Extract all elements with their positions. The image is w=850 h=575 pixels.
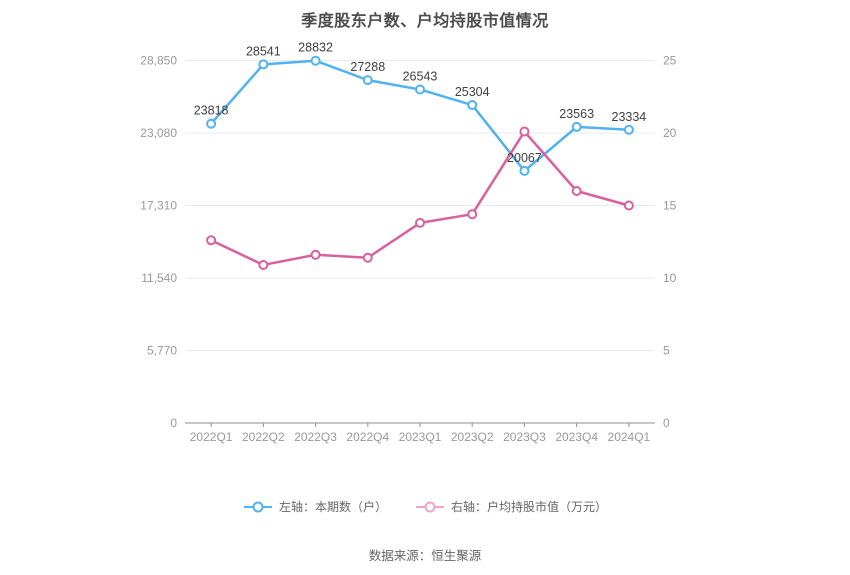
data-label: 23563 [559, 107, 594, 121]
chart-title: 季度股东户数、户均持股市值情况 [301, 13, 549, 30]
pink-line-marker-icon [416, 501, 444, 512]
legend-item-market-value[interactable]: 右轴：户均持股市值（万元） [415, 498, 607, 515]
data-point[interactable] [362, 252, 373, 263]
data-label: 28832 [298, 41, 333, 55]
data-point[interactable] [258, 259, 269, 270]
data-point[interactable] [519, 126, 530, 137]
data-label: 28541 [246, 44, 281, 58]
data-point[interactable] [206, 235, 217, 246]
data-point[interactable] [519, 165, 530, 176]
y-axis-label-right: 25 [663, 54, 677, 68]
data-source: 数据来源：恒生聚源 [368, 549, 482, 563]
blue-line-marker-icon [243, 501, 272, 512]
data-point[interactable] [415, 84, 425, 95]
x-axis-label: 2022Q1 [190, 430, 233, 444]
legend-item-shareholder-count[interactable]: 左轴：本期数（户） [243, 498, 387, 515]
series-line-1 [209, 130, 631, 267]
x-axis-label: 2023Q4 [555, 430, 598, 444]
y-axis-label-right: 10 [663, 271, 677, 285]
y-axis-label-right: 15 [663, 199, 677, 213]
y-axis-label-left: 11,540 [141, 271, 177, 285]
data-point[interactable] [571, 121, 582, 132]
y-axis-label-left: 17,310 [140, 199, 177, 213]
x-axis-label: 2023Q2 [451, 430, 494, 444]
y-axis-label-left: 23,080 [140, 126, 177, 140]
x-axis-label: 2022Q4 [346, 430, 389, 444]
data-point[interactable] [258, 59, 269, 70]
x-axis-label: 2022Q3 [294, 430, 337, 444]
y-axis-label-left: 28,850 [140, 54, 177, 68]
y-axis-label-right: 0 [663, 416, 670, 430]
plot-area: 0 0 5,770 5 11,540 10 17,310 15 23,080 20 28,850 25… [140, 41, 677, 444]
legend: 左轴：本期数（户） 右轴：户均持股市值（万元） [0, 498, 850, 515]
x-axis-label: 2023Q3 [503, 430, 546, 444]
data-label: 23818 [194, 104, 229, 118]
data-point[interactable] [623, 124, 634, 135]
data-label: 20067 [507, 151, 542, 165]
y-axis-label-right: 5 [663, 344, 670, 358]
data-point[interactable] [623, 200, 634, 211]
data-point[interactable] [310, 55, 321, 66]
data-label: 27288 [350, 60, 385, 74]
x-axis-label: 2024Q1 [608, 430, 651, 444]
data-label: 26543 [403, 69, 438, 83]
y-axis-label-left: 0 [170, 416, 177, 430]
y-axis-label-right: 20 [663, 126, 677, 140]
data-point[interactable] [467, 209, 478, 220]
data-label: 23334 [612, 110, 647, 124]
data-point[interactable] [571, 186, 582, 196]
x-axis-label: 2023Q1 [399, 430, 442, 444]
data-point[interactable] [415, 217, 425, 228]
data-point[interactable] [362, 75, 373, 86]
y-axis-label-left: 5,770 [147, 344, 177, 358]
data-point[interactable] [310, 249, 321, 260]
legend-label-shareholder-count: 左轴：本期数（户） [278, 500, 387, 514]
data-point[interactable] [467, 100, 478, 111]
data-label: 25304 [455, 85, 490, 99]
x-axis-label: 2022Q2 [242, 430, 285, 444]
data-point[interactable] [206, 118, 217, 129]
legend-label-market-value: 右轴：户均持股市值（万元） [451, 500, 608, 514]
